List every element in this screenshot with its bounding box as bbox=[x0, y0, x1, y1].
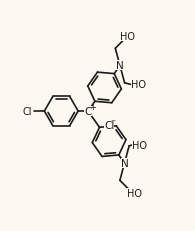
Text: ⁻: ⁻ bbox=[110, 117, 115, 128]
Text: HO: HO bbox=[130, 80, 145, 90]
Text: C: C bbox=[84, 106, 92, 116]
Text: N: N bbox=[121, 158, 128, 168]
Text: HO: HO bbox=[127, 188, 142, 198]
Text: Cl: Cl bbox=[23, 106, 32, 116]
Text: Cl: Cl bbox=[104, 120, 114, 130]
Text: HO: HO bbox=[132, 141, 147, 151]
Text: N: N bbox=[116, 61, 124, 71]
Text: HO: HO bbox=[120, 32, 135, 42]
Text: +: + bbox=[90, 102, 97, 111]
